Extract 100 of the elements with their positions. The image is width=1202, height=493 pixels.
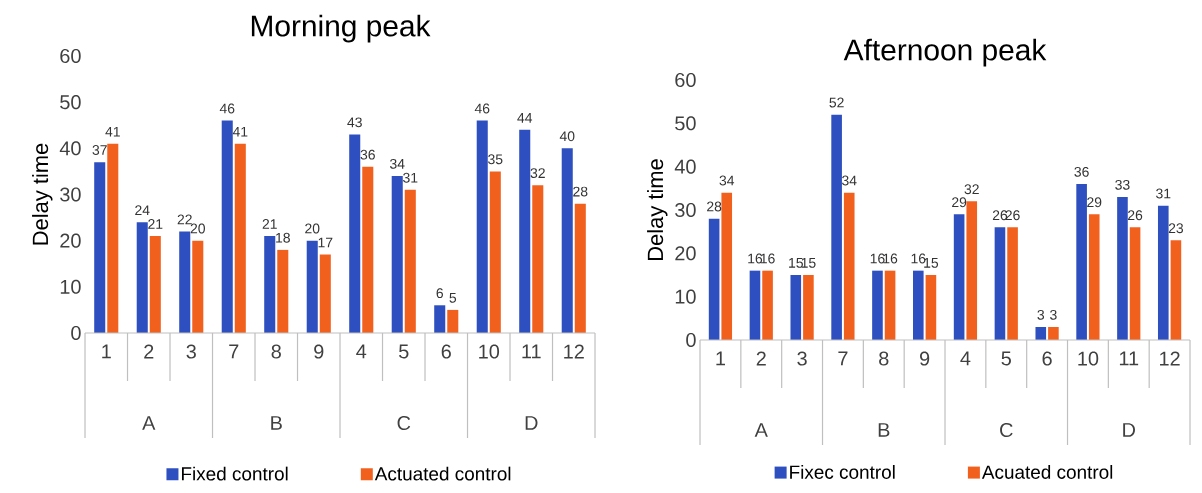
bar [749,270,761,340]
y-tick-label: 0 [686,332,696,348]
y-tick-label: 10 [60,279,81,294]
data-label: 3 [1037,309,1045,320]
data-label: 20 [190,223,205,234]
x-tick-label: 5 [1001,351,1011,366]
text: C [1000,422,1013,438]
bar [221,120,233,333]
text: B [271,416,282,430]
bar [1007,227,1018,340]
data-label: 36 [1074,166,1089,177]
bar [404,189,416,333]
bar [476,120,488,333]
x-tick-label: 12 [1160,351,1180,366]
data-label: 52 [829,97,844,108]
data-label: 22 [177,214,192,225]
data-label: 37 [92,145,107,155]
bar [192,240,204,333]
data-label: 46 [474,103,490,114]
y-tick-label: 20 [60,233,81,248]
bar [489,171,501,333]
bar [277,249,289,333]
x-tick-label: 3 [186,344,196,359]
x-tick-label: 12 [564,344,584,359]
bar [1076,183,1087,340]
y-tick-label: 60 [60,48,81,64]
x-tick-label: 5 [399,344,409,359]
bar [790,274,802,340]
data-label: 17 [318,237,333,248]
data-label: 26 [1128,210,1143,221]
data-label: 16 [748,253,763,264]
bar [966,201,978,340]
bar [149,236,161,333]
text: D [525,416,538,430]
x-tick-label: 4 [356,344,367,359]
data-label: 16 [883,253,898,264]
bar [1129,227,1141,340]
data-label: 15 [924,258,939,268]
bar [762,270,773,340]
bar [349,134,361,333]
data-label: 6 [436,288,443,299]
bar [234,143,246,333]
x-tick-label: 11 [1119,351,1139,366]
data-label: 43 [347,117,362,128]
data-label: 41 [105,126,120,137]
bar [994,227,1006,340]
bar [561,148,573,333]
bar [264,236,276,333]
bar [953,214,965,340]
text: D [1123,423,1135,437]
bar [721,192,733,340]
x-tick-label: 4 [960,351,971,366]
bar [843,192,855,340]
x-tick-label: 10 [479,344,500,359]
bar [1088,214,1100,340]
y-tick-label: 0 [71,325,81,341]
data-label: 21 [262,219,277,229]
x-tick-label: 9 [314,344,324,359]
data-label: 40 [559,131,575,142]
y-tick-label: 60 [675,72,696,88]
bar [362,166,374,333]
data-label: 28 [573,186,588,197]
data-label: 26 [992,210,1008,221]
x-tick-label: 2 [144,344,154,359]
y-tick-label: 30 [60,187,81,202]
bar [532,185,544,333]
data-label: 36 [360,149,375,160]
data-label: 15 [789,258,803,268]
bar [1157,205,1169,340]
data-label: 29 [1087,197,1102,208]
x-tick-label: 8 [271,344,281,359]
bar [1048,326,1059,340]
bar [803,274,814,340]
x-tick-label: 10 [1078,351,1099,366]
bar [1117,196,1128,340]
data-label: 16 [760,253,775,264]
text: C [397,415,411,431]
bar [912,270,924,340]
data-label: 32 [530,168,545,179]
data-label: 21 [148,219,163,229]
x-tick-label: 3 [797,351,807,366]
y-tick-label: 30 [675,202,696,218]
legend-label: Acuated control [981,464,1113,479]
data-label: 26 [1005,210,1020,221]
y-tick-label: 40 [59,141,81,156]
data-label: 24 [135,205,150,215]
data-label: 34 [842,175,857,186]
x-tick-label: 9 [919,351,930,366]
bar [179,231,191,333]
data-label: 44 [517,113,533,123]
y-axis-title: Delay time [32,143,53,245]
x-tick-label: 7 [838,351,848,366]
data-label: 5 [449,292,457,303]
text: B [878,423,890,437]
bar [574,203,586,333]
bar [884,270,896,340]
data-label: 31 [1156,188,1171,199]
x-tick-label: 6 [1042,351,1052,366]
data-label: 34 [719,175,735,186]
y-tick-label: 50 [60,95,81,110]
